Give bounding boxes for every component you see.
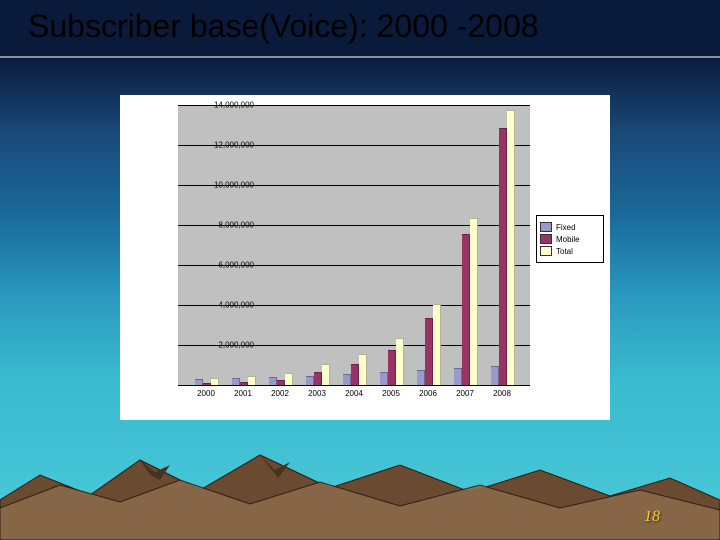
page-title: Subscriber base(Voice): 2000 -2008 xyxy=(0,8,720,45)
mountains-decoration xyxy=(0,430,720,540)
bar xyxy=(277,380,285,385)
x-tick-label: 2000 xyxy=(197,389,215,398)
y-tick-label: 12,000,000 xyxy=(214,141,254,150)
title-underline xyxy=(0,56,720,58)
bar xyxy=(322,364,330,385)
bar xyxy=(211,378,219,385)
y-tick-label: 6,000,000 xyxy=(218,261,254,270)
bar xyxy=(240,382,248,385)
x-tick-label: 2008 xyxy=(493,389,511,398)
bar xyxy=(433,304,441,385)
legend-item: Total xyxy=(540,246,600,256)
bar xyxy=(491,366,499,385)
y-tick-label: 4,000,000 xyxy=(218,301,254,310)
bar xyxy=(359,354,367,385)
bar xyxy=(380,372,388,385)
legend-swatch xyxy=(540,234,552,244)
x-tick-label: 2003 xyxy=(308,389,326,398)
x-tick-label: 2002 xyxy=(271,389,289,398)
legend-item: Mobile xyxy=(540,234,600,244)
legend-item: Fixed xyxy=(540,222,600,232)
bar xyxy=(203,383,211,385)
y-tick-label: 14,000,000 xyxy=(214,101,254,110)
y-tick-label: 8,000,000 xyxy=(218,221,254,230)
bar xyxy=(499,128,507,385)
bar xyxy=(388,350,396,385)
legend-label: Fixed xyxy=(556,223,576,232)
x-tick-label: 2007 xyxy=(456,389,474,398)
bar xyxy=(232,378,240,385)
slide: Subscriber base(Voice): 2000 -2008 Fixed… xyxy=(0,0,720,540)
bar xyxy=(195,379,203,385)
bar xyxy=(314,372,322,385)
bar xyxy=(454,368,462,385)
legend-label: Mobile xyxy=(556,235,580,244)
legend: Fixed Mobile Total xyxy=(536,215,604,263)
bar xyxy=(306,376,314,385)
bar xyxy=(507,110,515,385)
y-tick-label: 10,000,000 xyxy=(214,181,254,190)
x-tick-label: 2001 xyxy=(234,389,252,398)
bar xyxy=(351,364,359,385)
bar xyxy=(462,234,470,385)
gridline xyxy=(178,385,530,386)
y-tick-label: 2,000,000 xyxy=(218,341,254,350)
bar xyxy=(425,318,433,385)
bar xyxy=(269,377,277,385)
bar xyxy=(396,338,404,385)
chart-container: FixedMobileTotal -2,000,0004,000,0006,00… xyxy=(120,95,610,420)
x-tick-label: 2006 xyxy=(419,389,437,398)
x-tick-label: 2005 xyxy=(382,389,400,398)
legend-label: Total xyxy=(556,247,573,256)
page-number: 18 xyxy=(644,508,660,526)
x-tick-label: 2004 xyxy=(345,389,363,398)
bar xyxy=(417,370,425,385)
legend-swatch xyxy=(540,246,552,256)
legend-swatch xyxy=(540,222,552,232)
bar xyxy=(285,373,293,385)
bar xyxy=(343,374,351,385)
bar xyxy=(470,218,478,385)
